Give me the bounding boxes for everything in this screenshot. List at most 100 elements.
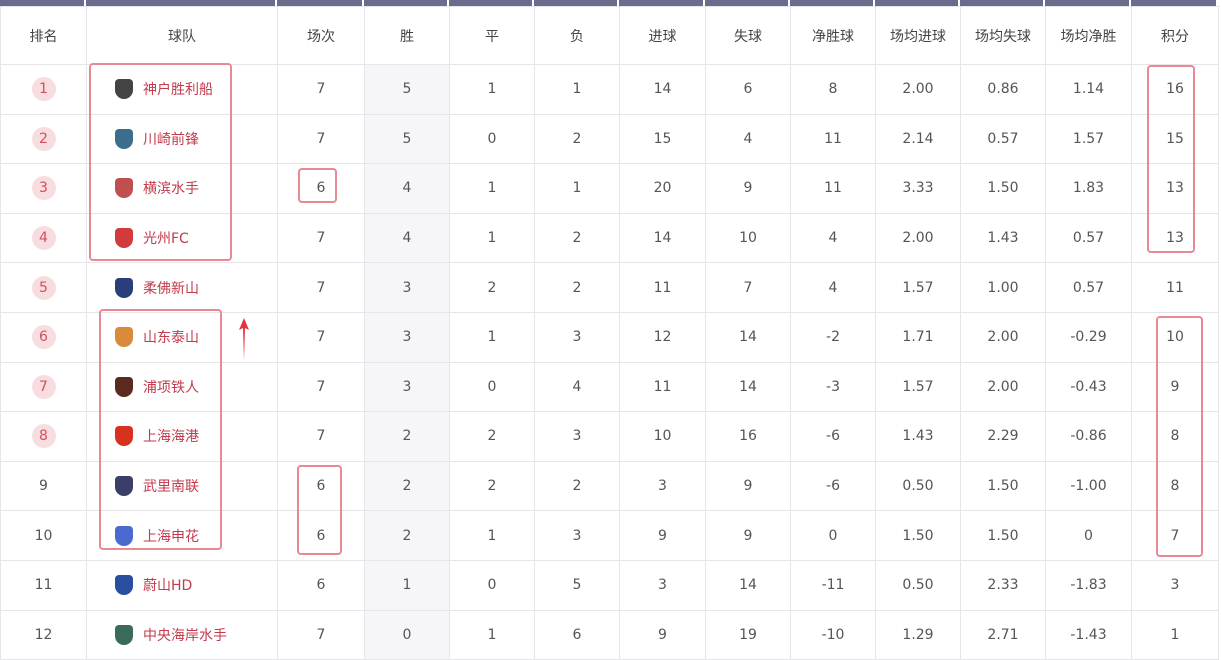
stat-w: 5 bbox=[364, 113, 450, 165]
stat-agf: 2.14 bbox=[875, 113, 961, 165]
stat-pts: 11 bbox=[1131, 262, 1219, 313]
team-name[interactable]: 柔佛新山 bbox=[143, 280, 199, 297]
stat-pts: 15 bbox=[1131, 113, 1219, 165]
table-row: 4 光州FC 7 4 1 2 14 10 4 2.00 1.43 0.57 13 bbox=[0, 212, 1219, 264]
column-header[interactable]: 负 bbox=[534, 6, 620, 65]
rank-cell: 7 bbox=[0, 361, 87, 413]
stat-gd: 11 bbox=[790, 113, 876, 165]
table-row: 1 神户胜利船 7 5 1 1 14 6 8 2.00 0.86 1.14 16 bbox=[0, 64, 1219, 115]
stat-aga: 1.50 bbox=[960, 510, 1046, 561]
team-logo-icon bbox=[115, 476, 133, 497]
team-name[interactable]: 上海申花 bbox=[143, 528, 199, 545]
column-header[interactable]: 场次 bbox=[277, 6, 365, 65]
stat-w: 5 bbox=[364, 64, 450, 115]
stat-ga: 10 bbox=[705, 212, 791, 264]
stat-agf: 1.57 bbox=[875, 262, 961, 313]
rank-cell: 1 bbox=[0, 64, 87, 115]
team-name[interactable]: 山东泰山 bbox=[143, 330, 199, 347]
column-header[interactable]: 场均失球 bbox=[960, 6, 1046, 65]
team-name[interactable]: 神户胜利船 bbox=[143, 82, 213, 99]
team-cell[interactable]: 武里南联 bbox=[86, 460, 278, 512]
rank-cell: 10 bbox=[0, 510, 87, 561]
column-header[interactable]: 失球 bbox=[705, 6, 791, 65]
stat-gf: 3 bbox=[619, 460, 706, 512]
team-cell[interactable]: 光州FC bbox=[86, 212, 278, 264]
table-row: 8 上海海港 7 2 2 3 10 16 -6 1.43 2.29 -0.86 8 bbox=[0, 411, 1219, 462]
column-header[interactable]: 净胜球 bbox=[790, 6, 876, 65]
stat-d: 0 bbox=[449, 113, 535, 165]
rank-cell: 9 bbox=[0, 460, 87, 512]
stat-w: 3 bbox=[364, 361, 450, 413]
column-header[interactable]: 进球 bbox=[619, 6, 706, 65]
team-name[interactable]: 上海海港 bbox=[143, 429, 199, 446]
table-row: 2 川崎前锋 7 5 0 2 15 4 11 2.14 0.57 1.57 15 bbox=[0, 113, 1219, 165]
rank-cell: 8 bbox=[0, 411, 87, 462]
team-cell[interactable]: 横滨水手 bbox=[86, 163, 278, 214]
team-cell[interactable]: 蔚山HD bbox=[86, 559, 278, 611]
stat-ga: 14 bbox=[705, 361, 791, 413]
stat-gf: 20 bbox=[619, 163, 706, 214]
table-row: 3 横滨水手 6 4 1 1 20 9 11 3.33 1.50 1.83 13 bbox=[0, 163, 1219, 214]
column-header[interactable]: 球队 bbox=[86, 6, 278, 65]
stat-aga: 2.33 bbox=[960, 559, 1046, 611]
rank-cell: 4 bbox=[0, 212, 87, 264]
stat-agf: 2.00 bbox=[875, 64, 961, 115]
stat-gf: 11 bbox=[619, 361, 706, 413]
stat-aga: 1.50 bbox=[960, 460, 1046, 512]
stat-w: 0 bbox=[364, 609, 450, 660]
stat-gf: 14 bbox=[619, 64, 706, 115]
stat-gf: 11 bbox=[619, 262, 706, 313]
stat-gd: 4 bbox=[790, 212, 876, 264]
team-name[interactable]: 横滨水手 bbox=[143, 181, 199, 198]
column-header[interactable]: 平 bbox=[449, 6, 535, 65]
rank-cell: 6 bbox=[0, 311, 87, 363]
stat-agd: 1.83 bbox=[1045, 163, 1132, 214]
team-name[interactable]: 浦项铁人 bbox=[143, 379, 199, 396]
stat-d: 1 bbox=[449, 163, 535, 214]
team-cell[interactable]: 柔佛新山 bbox=[86, 262, 278, 313]
stat-p: 7 bbox=[277, 609, 365, 660]
stat-p: 6 bbox=[277, 559, 365, 611]
team-name[interactable]: 光州FC bbox=[143, 231, 189, 248]
column-header[interactable]: 胜 bbox=[364, 6, 450, 65]
stat-aga: 1.50 bbox=[960, 163, 1046, 214]
stat-gd: -11 bbox=[790, 559, 876, 611]
team-cell[interactable]: 浦项铁人 bbox=[86, 361, 278, 413]
table-row: 7 浦项铁人 7 3 0 4 11 14 -3 1.57 2.00 -0.43 9 bbox=[0, 361, 1219, 413]
team-name[interactable]: 武里南联 bbox=[143, 479, 199, 496]
team-name[interactable]: 中央海岸水手 bbox=[143, 627, 227, 644]
stat-ga: 6 bbox=[705, 64, 791, 115]
rank-cell: 5 bbox=[0, 262, 87, 313]
stat-d: 0 bbox=[449, 361, 535, 413]
team-cell[interactable]: 上海申花 bbox=[86, 510, 278, 561]
table-row: 12 中央海岸水手 7 0 1 6 9 19 -10 1.29 2.71 -1.43 1 bbox=[0, 609, 1219, 660]
column-header[interactable]: 场均进球 bbox=[875, 6, 961, 65]
stat-d: 1 bbox=[449, 212, 535, 264]
team-cell[interactable]: 山东泰山 bbox=[86, 311, 278, 363]
stat-d: 1 bbox=[449, 609, 535, 660]
team-logo-icon bbox=[115, 376, 133, 397]
stat-ga: 14 bbox=[705, 311, 791, 363]
rank-cell: 12 bbox=[0, 609, 87, 660]
stat-agf: 1.29 bbox=[875, 609, 961, 660]
team-cell[interactable]: 川崎前锋 bbox=[86, 113, 278, 165]
stat-ga: 7 bbox=[705, 262, 791, 313]
stat-ga: 14 bbox=[705, 559, 791, 611]
team-cell[interactable]: 上海海港 bbox=[86, 411, 278, 462]
rank-cell: 2 bbox=[0, 113, 87, 165]
team-name[interactable]: 蔚山HD bbox=[143, 578, 193, 595]
team-cell[interactable]: 中央海岸水手 bbox=[86, 609, 278, 660]
annotation-box-played bbox=[298, 168, 337, 203]
stat-ga: 16 bbox=[705, 411, 791, 462]
rank-badge: 1 bbox=[31, 77, 56, 102]
stat-l: 5 bbox=[534, 559, 620, 611]
stat-pts: 1 bbox=[1131, 609, 1219, 660]
team-name[interactable]: 川崎前锋 bbox=[143, 131, 199, 148]
rank-cell: 11 bbox=[0, 559, 87, 611]
column-header[interactable]: 积分 bbox=[1131, 6, 1219, 65]
stat-p: 7 bbox=[277, 311, 365, 363]
stat-l: 6 bbox=[534, 609, 620, 660]
column-header[interactable]: 场均净胜 bbox=[1045, 6, 1132, 65]
stat-gd: 11 bbox=[790, 163, 876, 214]
column-header[interactable]: 排名 bbox=[0, 6, 87, 65]
